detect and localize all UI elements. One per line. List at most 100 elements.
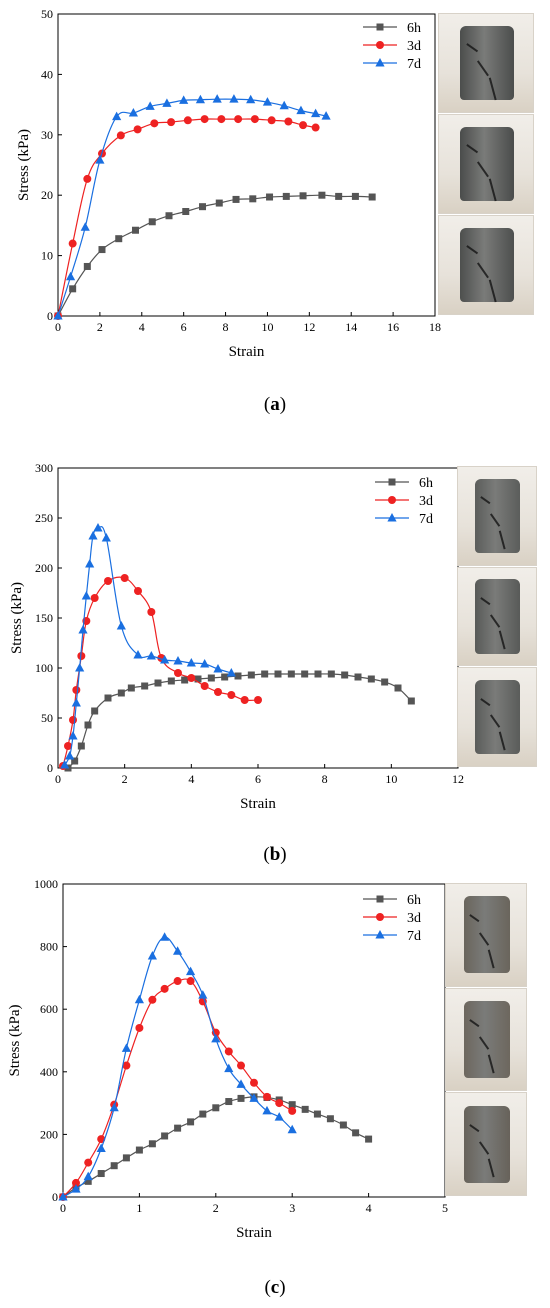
data-point-6h-a	[98, 246, 106, 254]
data-point-6h-a	[115, 235, 123, 243]
data-point-7d-b	[101, 533, 111, 542]
data-point-7d-b	[71, 698, 81, 707]
data-point-6h-c	[110, 1162, 118, 1170]
data-point-3d-a	[217, 115, 226, 124]
data-point-6h-c	[313, 1110, 321, 1118]
chart-b: 0 2 4 6 8 10 12 0 50 100 150 200 250 300 Strain Stress …	[9, 461, 464, 812]
data-point-3d-a	[150, 119, 159, 128]
data-point-3d-a	[250, 115, 259, 124]
panel-b: 0 2 4 6 8 10 12 0 50 100 150 200 250 300 Strain Stress …	[9, 461, 537, 865]
soil-specimen-b	[475, 478, 521, 553]
soil-specimen-b	[475, 579, 521, 654]
data-point-6h-b	[274, 670, 282, 678]
data-point-6h-b	[354, 673, 362, 681]
x-tick-label-a: 4	[139, 320, 145, 334]
soil-specimen-a	[459, 227, 515, 303]
data-point-7d-a	[128, 108, 138, 117]
x-axis-label-c: Strain	[236, 1225, 272, 1241]
x-tick-label-b: 4	[188, 772, 194, 786]
data-point-6h-b	[261, 670, 269, 678]
data-point-6h-a	[131, 226, 139, 234]
data-point-6h-c	[288, 1101, 296, 1109]
data-point-7d-b	[226, 668, 236, 677]
series-line-7d-c	[62, 936, 293, 1198]
data-point-7d-a	[145, 101, 155, 110]
legend-label-7d-b: 7d	[419, 512, 433, 527]
series-3d-a	[54, 115, 320, 320]
data-point-7d-b	[88, 531, 98, 540]
data-point-7d-c	[224, 1063, 234, 1073]
data-point-6h-b	[327, 670, 335, 678]
data-point-7d-c	[160, 932, 170, 941]
x-tick-label-b: 8	[322, 772, 328, 786]
data-point-6h-b	[91, 707, 99, 715]
data-point-6h-c	[237, 1094, 245, 1102]
data-point-6h-a	[368, 193, 376, 201]
legend-label-3d-a: 3d	[407, 39, 421, 54]
specimen-photo-c	[445, 883, 527, 987]
data-point-6h-a	[266, 193, 274, 201]
y-tick-label-c: 600	[40, 1002, 58, 1016]
data-point-6h-c	[122, 1154, 130, 1162]
y-tick-label-b: 50	[41, 711, 53, 725]
data-point-7d-b	[65, 751, 75, 760]
data-point-3d-c	[173, 977, 182, 986]
data-point-6h-c	[301, 1105, 309, 1113]
soil-specimen-c	[463, 1000, 510, 1079]
data-point-3d-a	[284, 117, 293, 126]
legend-label-7d-c: 7d	[407, 929, 421, 944]
data-point-3d-b	[147, 608, 156, 616]
data-point-6h-c	[326, 1115, 334, 1123]
y-tick-label-b: 100	[35, 661, 53, 675]
data-point-6h-a	[199, 203, 207, 211]
specimen-photo-b	[457, 667, 537, 767]
y-axis-label-b: Stress (kPa)	[9, 582, 25, 654]
data-point-7d-a	[53, 311, 63, 320]
data-point-7d-c	[71, 1184, 81, 1193]
data-point-3d-c	[135, 1023, 144, 1032]
x-tick-label-c: 0	[60, 1201, 66, 1215]
data-point-7d-a	[112, 111, 122, 121]
y-tick-label-b: 300	[35, 461, 53, 475]
chart-c: 0 1 2 3 4 5 0 200 400 600 800 1000 Strain Stress (kPa…	[7, 877, 448, 1241]
data-point-6h-b	[314, 670, 322, 678]
data-point-3d-c	[275, 1099, 284, 1108]
data-point-6h-b	[127, 684, 135, 692]
data-point-7d-c	[173, 946, 183, 955]
data-point-3d-a	[183, 116, 192, 125]
legend-label-6h-a: 6h	[407, 21, 421, 36]
data-point-7d-b	[85, 559, 95, 568]
data-point-6h-a	[165, 212, 173, 220]
series-6h-a	[54, 191, 376, 320]
data-point-3d-b	[187, 674, 196, 682]
x-tick-label-c: 5	[442, 1201, 448, 1215]
data-point-3d-b	[200, 682, 209, 690]
data-point-3d-b	[120, 574, 129, 582]
data-point-6h-c	[339, 1121, 347, 1129]
data-point-7d-c	[134, 994, 144, 1004]
data-point-6h-a	[282, 192, 290, 200]
specimen-photo-b	[457, 466, 537, 566]
data-point-6h-a	[318, 191, 326, 199]
data-point-6h-a	[182, 208, 190, 216]
series-6h-c	[59, 1093, 373, 1201]
x-tick-label-b: 2	[122, 772, 128, 786]
legend-marker-6h-c	[376, 895, 384, 903]
data-point-3d-a	[133, 125, 142, 134]
data-point-6h-b	[301, 670, 309, 678]
specimen-photos-b	[457, 466, 537, 768]
x-tick-label-a: 18	[429, 320, 441, 334]
specimen-photo-c	[445, 987, 527, 1092]
legend-label-6h-c: 6h	[407, 893, 421, 908]
data-point-7d-b	[200, 659, 210, 668]
y-tick-label-c: 400	[40, 1065, 58, 1079]
data-point-6h-b	[407, 697, 415, 705]
data-point-3d-a	[68, 239, 77, 248]
legend-marker-3d-a	[376, 41, 384, 49]
data-point-6h-c	[84, 1177, 92, 1185]
data-point-7d-c	[211, 1033, 221, 1043]
x-tick-label-c: 4	[366, 1201, 372, 1215]
y-tick-label-a: 40	[41, 67, 53, 81]
x-tick-label-a: 14	[345, 320, 357, 334]
legend-c: 6h 3d 7d	[363, 893, 421, 944]
